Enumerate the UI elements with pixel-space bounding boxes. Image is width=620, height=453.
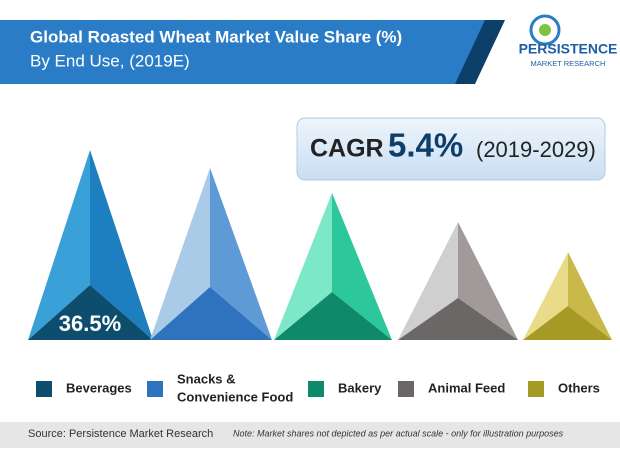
footer-bar [0,422,620,448]
pyramid-snacks [150,168,272,340]
legend-label: Snacks & [177,371,236,386]
legend-label: Beverages [66,380,132,395]
legend-swatch [528,381,544,397]
banner-stripe [455,20,505,84]
title-banner [0,20,500,84]
pyramid-beverages [28,150,153,340]
share-label: 36.5% [59,311,121,336]
cagr-period: (2019-2029) [476,137,596,162]
legend-label: Animal Feed [428,380,505,395]
logo-icon-dot [539,24,551,36]
footer-note: Note: Market shares not depicted as per … [233,428,564,438]
legend-label: Convenience Food [177,389,293,404]
subtitle: By End Use, (2019E) [30,51,190,70]
logo-icon [529,14,561,46]
legend-label: Bakery [338,380,382,395]
pyramid-animal-feed [398,222,518,340]
legend-swatch [398,381,414,397]
pyramid-others [523,252,612,340]
pyramid-bakery [274,193,392,340]
logo-tagline: MARKET RESEARCH [531,59,606,68]
legend-label: Others [558,380,600,395]
legend-swatch [308,381,324,397]
footer-source: Source: Persistence Market Research [28,428,213,440]
legend-swatch [36,381,52,397]
cagr-value: 5.4% [388,127,463,164]
legend-swatch [147,381,163,397]
logo-name: PERSISTENCE [519,41,618,57]
cagr-box [296,117,606,181]
cagr-label: CAGR [310,135,384,163]
title: Global Roasted Wheat Market Value Share … [30,27,402,46]
legend: Beverages Snacks & Convenience Food Bakery A… [36,371,600,404]
